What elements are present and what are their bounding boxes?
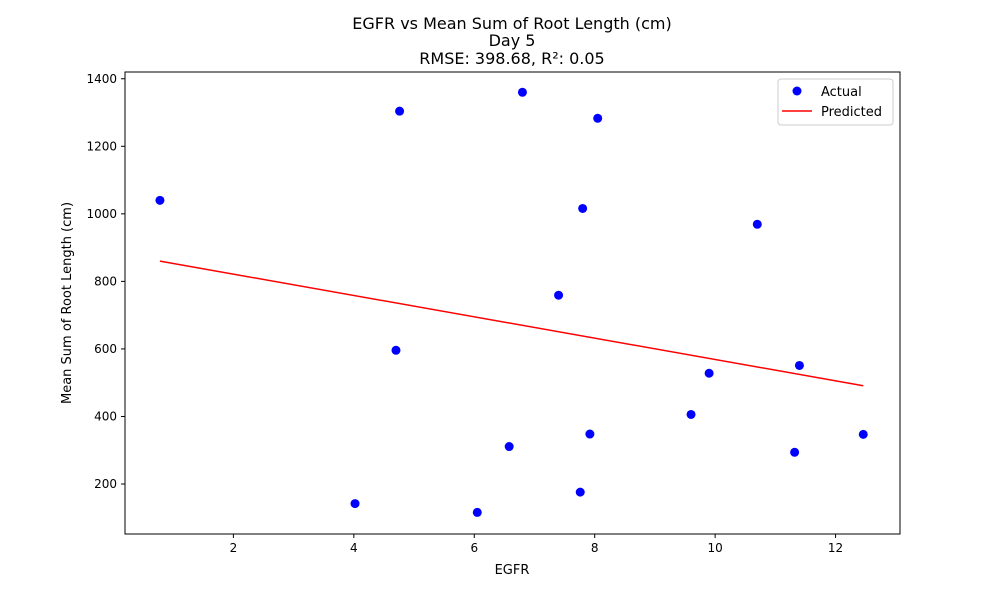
x-tick-label: 12: [828, 541, 843, 555]
actual-point: [593, 113, 603, 123]
x-tick-label: 2: [230, 541, 238, 555]
y-axis-ticks: 200 400 600 800 1000 1200 1400: [86, 72, 125, 491]
legend-predicted-label: Predicted: [821, 105, 882, 120]
chart-title-line-3: RMSE: 398.68, R²: 0.05: [419, 49, 604, 68]
y-tick-label: 1200: [86, 139, 117, 153]
plot-area: [125, 72, 900, 534]
x-axis-label: EGFR: [495, 563, 530, 578]
actual-point: [704, 368, 714, 378]
actual-point: [686, 409, 696, 419]
actual-point: [578, 203, 588, 213]
actual-point: [794, 360, 804, 370]
x-tick-label: 8: [591, 541, 599, 555]
chart-title: EGFR vs Mean Sum of Root Length (cm) Day…: [352, 14, 671, 68]
actual-point: [575, 487, 585, 497]
actual-point: [504, 442, 514, 452]
actual-point: [790, 447, 800, 457]
plot-frame: [124, 71, 901, 535]
legend: Actual Predicted: [777, 78, 894, 126]
actual-point: [472, 507, 482, 517]
actual-point: [350, 499, 360, 509]
actual-point: [585, 429, 595, 439]
x-axis-ticks: 2 4 6 8 10 12: [230, 534, 843, 555]
predicted-line: [159, 260, 864, 387]
y-tick-label: 1000: [86, 207, 117, 221]
predicted-series: [159, 260, 864, 387]
chart-title-line-1: EGFR vs Mean Sum of Root Length (cm): [352, 14, 671, 33]
x-tick-label: 4: [350, 541, 358, 555]
actual-point: [395, 106, 405, 116]
y-tick-label: 200: [94, 477, 117, 491]
x-tick-label: 6: [470, 541, 478, 555]
y-axis-label: Mean Sum of Root Length (cm): [60, 202, 75, 404]
legend-actual-label: Actual: [821, 85, 862, 100]
y-tick-label: 600: [94, 342, 117, 356]
actual-point: [517, 87, 527, 97]
chart-title-line-2: Day 5: [489, 31, 536, 50]
x-tick-label: 10: [707, 541, 722, 555]
legend-box: [777, 78, 894, 126]
actual-point: [858, 429, 868, 439]
actual-point: [155, 195, 165, 205]
actual-point: [752, 219, 762, 229]
y-tick-label: 400: [94, 409, 117, 423]
actual-point: [391, 345, 401, 355]
y-tick-label: 1400: [86, 72, 117, 86]
legend-actual-marker: [792, 86, 802, 96]
actual-series: [155, 87, 868, 517]
y-tick-label: 800: [94, 274, 117, 288]
actual-point: [554, 290, 564, 300]
